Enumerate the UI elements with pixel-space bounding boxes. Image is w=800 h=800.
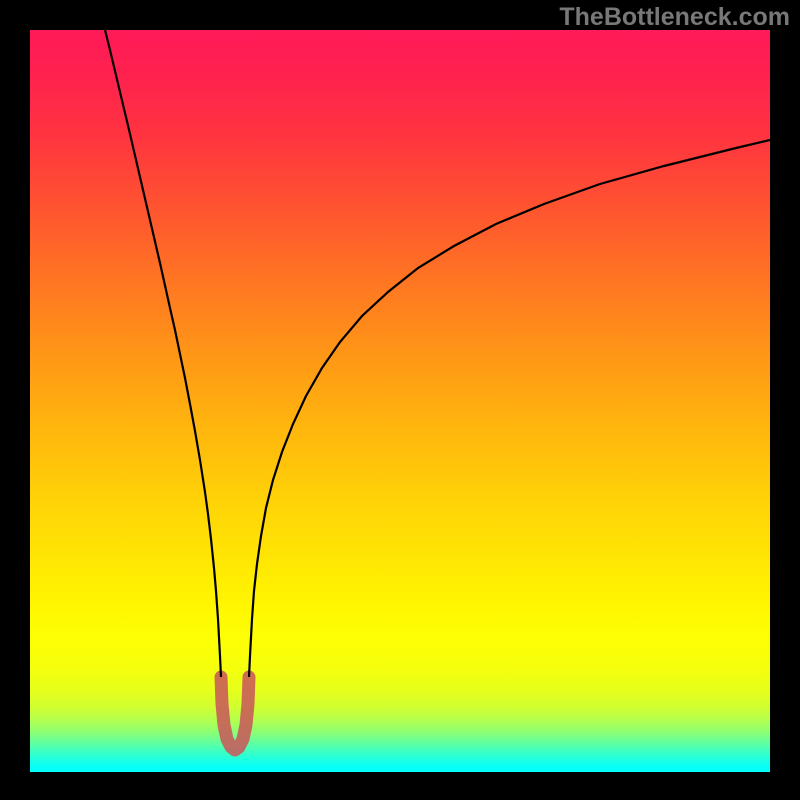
trough-marker [221,677,249,750]
chart-container: { "canvas": { "width": 800, "height": 80… [0,0,800,800]
curve-right-branch [249,140,770,677]
plot-area [30,30,770,772]
curve-left-branch [105,30,221,677]
watermark-text: TheBottleneck.com [559,3,790,32]
curve-overlay [30,30,770,772]
